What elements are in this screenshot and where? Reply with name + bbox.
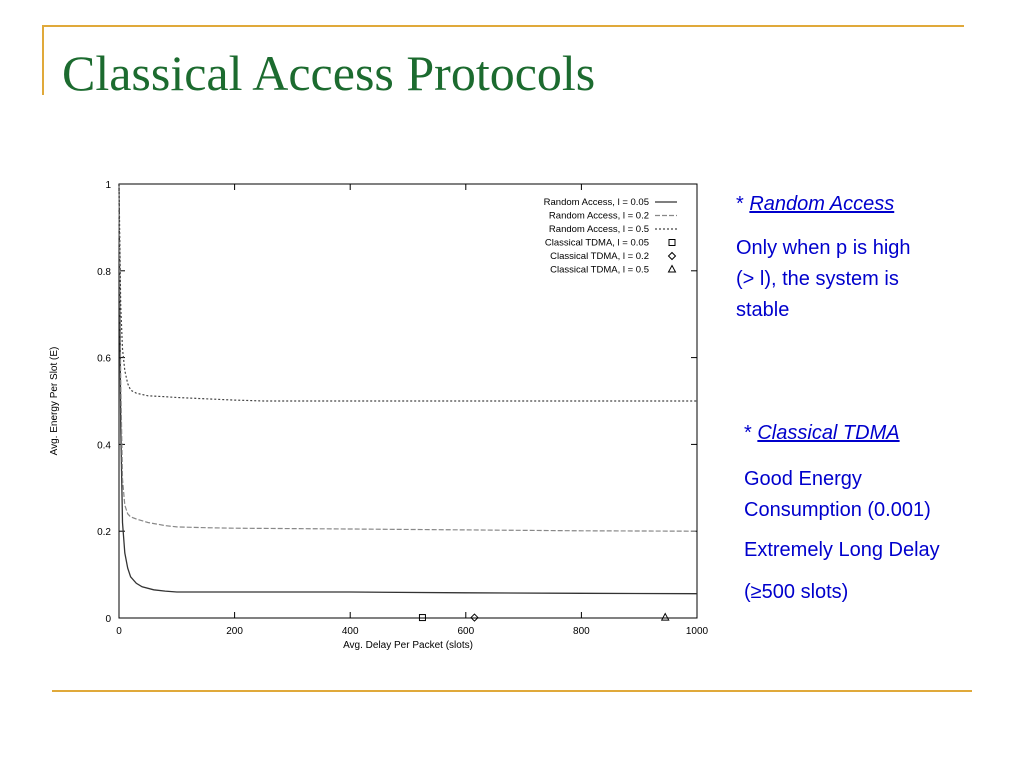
y-tick-label: 0.6 — [97, 354, 111, 365]
random-access-heading: * Random Access — [736, 188, 1006, 220]
series-line-1 — [118, 183, 698, 532]
tdma-point-square — [418, 614, 426, 622]
legend-label: Random Access, l = 0.5 — [549, 224, 649, 235]
frame-line-bottom — [52, 690, 972, 692]
x-axis-label: Avg. Delay Per Packet (slots) — [343, 640, 473, 651]
bullet: * — [736, 193, 744, 215]
legend-label: Random Access, l = 0.05 — [544, 197, 649, 208]
legend-label: Classical TDMA, l = 0.2 — [550, 251, 649, 262]
legend-label: Random Access, l = 0.2 — [549, 211, 649, 222]
x-tick-label: 200 — [226, 626, 243, 637]
classical-tdma-line: (≥500 slots) — [744, 581, 849, 603]
random-access-line: Only when p is high — [736, 237, 911, 259]
slide-title: Classical Access Protocols — [62, 45, 596, 101]
y-tick-label: 0.4 — [97, 440, 111, 451]
random-access-line: (> l), the system is — [736, 268, 899, 290]
classical-tdma-line: Extremely Long Delay — [744, 539, 940, 561]
legend-label: Classical TDMA, l = 0.5 — [550, 265, 649, 276]
bullet: * — [744, 422, 752, 444]
classical-tdma-line: Consumption (0.001) — [744, 499, 931, 521]
tdma-point-diamond — [470, 613, 479, 622]
legend-label: Classical TDMA, l = 0.05 — [545, 238, 649, 249]
y-tick-label: 0 — [105, 614, 111, 625]
y-tick-label: 1 — [105, 180, 111, 191]
x-tick-label: 1000 — [686, 626, 709, 637]
classical-tdma-note: * Classical TDMA Good Energy Consumption… — [744, 417, 1014, 608]
series-line-0 — [118, 183, 698, 595]
tdma-point-triangle — [660, 612, 670, 621]
classical-tdma-line: Good Energy — [744, 468, 862, 490]
y-tick-label: 0.2 — [97, 527, 111, 538]
energy-delay-chart: 0 200 400 600 800 1000 0 0.2 0.4 0.6 0.8 1 Avg. Dela… — [49, 180, 709, 651]
legend-marker-triangle — [667, 264, 677, 273]
y-axis-label: Avg. Energy Per Slot (E) — [49, 347, 60, 456]
x-tick-label: 0 — [116, 626, 122, 637]
random-access-note: * Random Access Only when p is high (> l… — [736, 188, 1006, 326]
x-tick-label: 600 — [457, 626, 474, 637]
random-access-line: stable — [736, 299, 790, 321]
random-access-title: Random Access — [749, 193, 895, 215]
x-tick-label: 400 — [342, 626, 359, 637]
classical-tdma-heading: * Classical TDMA — [744, 417, 1014, 449]
y-tick-label: 0.8 — [97, 267, 111, 278]
legend-marker-square — [668, 239, 676, 246]
plot-frame — [118, 183, 698, 619]
frame-line-top — [42, 25, 964, 27]
frame-line-left — [42, 25, 44, 95]
legend-marker-diamond — [667, 251, 677, 261]
classical-tdma-title: Classical TDMA — [757, 422, 900, 444]
x-tick-label: 800 — [573, 626, 590, 637]
